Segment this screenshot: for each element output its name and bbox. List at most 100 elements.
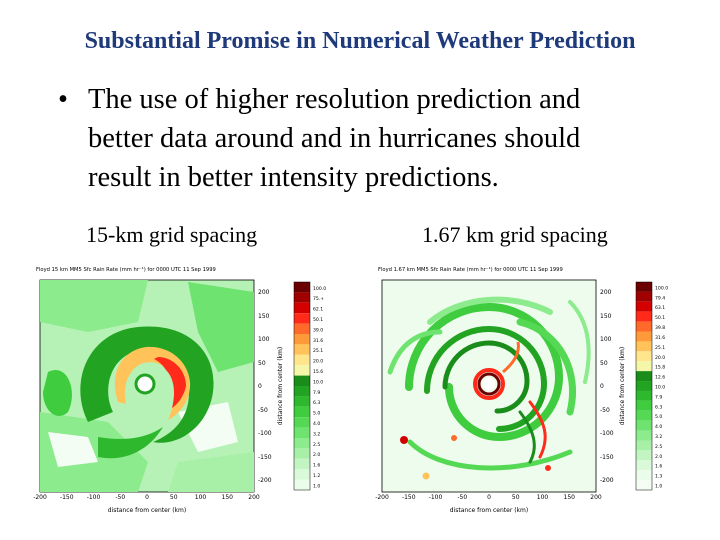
legend-swatch — [636, 331, 652, 342]
legend-label: 50.1 — [313, 317, 323, 323]
legend-label: 20.0 — [313, 359, 323, 365]
y-tick-label: 100 — [600, 336, 612, 343]
legend-label: 6.3 — [655, 404, 662, 410]
hurricane-eye — [483, 378, 495, 390]
legend-label: 31.6 — [655, 335, 665, 341]
rain-bands — [387, 296, 591, 471]
rain-core — [154, 357, 186, 408]
legend-swatch — [636, 460, 652, 471]
rain-band — [518, 410, 536, 464]
rain-cell — [400, 436, 408, 444]
legend-swatch — [636, 480, 652, 490]
x-tick-label: 50 — [512, 494, 520, 501]
x-tick-label: 100 — [537, 494, 549, 501]
y-tick-label: -200 — [258, 477, 272, 484]
x-tick-label: -50 — [457, 494, 467, 501]
y-tick-label: -100 — [258, 430, 272, 437]
rain-band — [502, 341, 520, 374]
legend-label: 39.8 — [655, 325, 665, 331]
legend-swatch — [636, 430, 652, 441]
color-legend: 100.0 75.+ 62.1 50.1 39.0 31.6 25.1 20.0 15.6 10.… — [293, 281, 326, 491]
legend-label: 1.0 — [655, 484, 662, 490]
y-tick-label: 50 — [600, 360, 608, 367]
y-tick-label: 100 — [258, 336, 270, 343]
x-axis-ticks: -200 -150 -100 -50 0 50 100 150 200 — [375, 494, 602, 501]
x-axis-label: distance from center (km) — [450, 507, 528, 514]
x-tick-label: -150 — [60, 494, 74, 501]
x-tick-label: 100 — [195, 494, 207, 501]
legend-label: 5.0 — [313, 411, 320, 417]
rain-field-light — [40, 280, 148, 332]
legend-label: 10.0 — [313, 379, 323, 385]
legend-swatch — [294, 479, 310, 490]
legend-swatch — [294, 282, 310, 293]
slide-title: Substantial Promise in Numerical Weather… — [84, 28, 636, 54]
rain-free-area — [48, 432, 98, 467]
rain-band — [424, 325, 548, 432]
y-tick-label: -150 — [258, 454, 272, 461]
legend-label: 10.0 — [655, 384, 665, 390]
legend-label: 31.6 — [313, 338, 323, 344]
y-axis-label: distance from center (km) — [277, 347, 284, 425]
bullet-point: • The use of higher resolution predictio… — [58, 80, 658, 197]
rain-rate-figure-15km: Floyd 15 km MM5 Sfc Rain Rate (mm hr⁻¹) … — [28, 262, 358, 522]
y-tick-label: 0 — [600, 383, 604, 390]
figure-label-right: 1.67 km grid spacing — [422, 222, 608, 247]
rain-cell — [422, 472, 430, 480]
legend-swatch — [294, 365, 310, 376]
rain-field-light — [188, 282, 254, 372]
legend-label: 63.1 — [655, 305, 665, 311]
legend-label: 1.3 — [655, 474, 662, 480]
figure-header: Floyd 15 km MM5 Sfc Rain Rate (mm hr⁻¹) … — [36, 267, 216, 273]
legend-label: 2.5 — [313, 442, 320, 448]
bullet-line: The use of higher resolution prediction … — [88, 84, 581, 115]
y-tick-label: 50 — [258, 360, 266, 367]
legend-swatch — [294, 448, 310, 459]
legend-swatch — [294, 469, 310, 480]
figure-header: Floyd 1.67 km MM5 Sfc Rain Rate (mm hr⁻¹… — [378, 267, 563, 273]
rain-band — [442, 340, 530, 414]
x-tick-label: 150 — [564, 494, 576, 501]
rain-band — [427, 296, 553, 325]
legend-swatch — [294, 323, 310, 334]
legend-label: 2.0 — [313, 452, 320, 458]
rain-band — [43, 370, 72, 416]
y-tick-label: -200 — [600, 477, 614, 484]
legend-swatch — [294, 396, 310, 407]
x-tick-label: -50 — [115, 494, 125, 501]
x-tick-label: 0 — [487, 494, 491, 501]
x-axis-ticks: -200 -150 -100 -50 0 50 100 150 200 — [33, 494, 260, 501]
legend-label: 62.1 — [313, 307, 323, 313]
legend-label: 15.6 — [313, 369, 323, 375]
legend-label: 75.+ — [313, 296, 324, 302]
legend-swatch — [636, 470, 652, 481]
legend-label: 3.2 — [655, 434, 662, 440]
color-legend: 100.0 79.4 63.1 50.1 39.8 31.6 25.1 20.0 15.8 12.… — [635, 281, 668, 491]
legend-label: 2.5 — [655, 444, 662, 450]
y-tick-label: -150 — [600, 454, 614, 461]
legend-label: 79.4 — [655, 295, 665, 301]
legend-swatch — [636, 311, 652, 322]
legend-swatch — [294, 417, 310, 428]
eyewall-core — [477, 372, 501, 396]
rain-band — [80, 326, 214, 443]
figure-svg: Floyd 1.67 km MM5 Sfc Rain Rate (mm hr⁻¹… — [375, 267, 668, 514]
legend-label: 1.6 — [655, 464, 662, 470]
legend-swatch — [294, 458, 310, 470]
legend-label: 12.6 — [655, 375, 665, 381]
legend-swatch — [294, 292, 310, 303]
y-tick-label: -50 — [600, 407, 610, 414]
y-tick-label: 150 — [258, 313, 270, 320]
x-tick-label: -100 — [87, 494, 101, 501]
x-tick-label: -150 — [402, 494, 416, 501]
legend-label: 39.0 — [313, 327, 323, 333]
legend-label: 2.0 — [655, 454, 662, 460]
legend-swatch — [294, 334, 310, 345]
rain-band — [568, 300, 591, 384]
legend-label: 20.0 — [655, 355, 665, 361]
x-tick-label: 0 — [145, 494, 149, 501]
legend-label: 100.0 — [313, 286, 326, 292]
legend-swatch — [294, 427, 310, 438]
legend-swatch — [636, 301, 652, 312]
legend-swatch — [294, 313, 310, 324]
